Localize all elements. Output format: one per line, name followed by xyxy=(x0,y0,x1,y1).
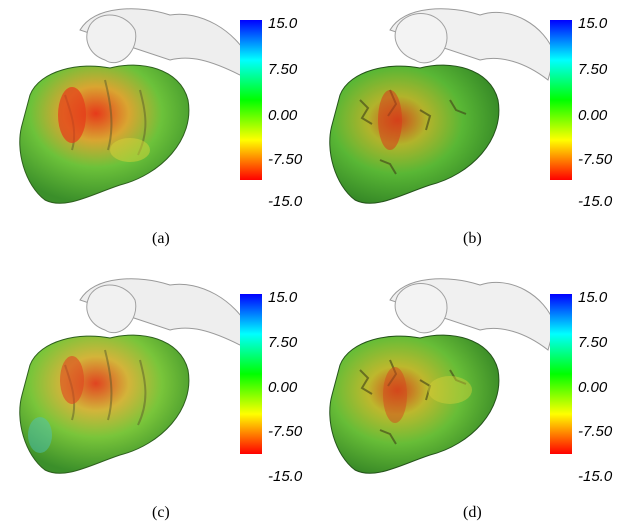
scale-tick: 15.0 xyxy=(268,289,298,306)
scale-tick: 0.00 xyxy=(578,107,608,124)
scale-tick: 15.0 xyxy=(578,289,608,306)
liver-render xyxy=(329,278,550,474)
panel-a: 15.0 7.50 0.00 -7.50 -15.0 (a) xyxy=(10,0,310,247)
scale-tick: 7.50 xyxy=(268,61,298,78)
scale-tick: -15.0 xyxy=(268,468,303,485)
panel-caption: (d) xyxy=(463,504,482,521)
color-scale-bar xyxy=(550,20,572,180)
scale-tick: -7.50 xyxy=(578,151,613,168)
scale-tick: 15.0 xyxy=(578,15,608,32)
panel-d: 15.0 7.50 0.00 -7.50 -15.0 (d) xyxy=(320,270,620,521)
scale-tick: -15.0 xyxy=(578,468,613,485)
panel-b: 15.0 7.50 0.00 -7.50 -15.0 (b) xyxy=(320,0,620,247)
scale-tick: 0.00 xyxy=(268,379,298,396)
color-scale-bar xyxy=(240,294,262,454)
scale-tick: 7.50 xyxy=(268,334,298,351)
liver-render xyxy=(329,8,550,204)
panel-caption: (c) xyxy=(152,504,170,521)
scale-tick: -15.0 xyxy=(268,193,303,210)
scale-tick: 7.50 xyxy=(578,334,608,351)
panel-caption: (a) xyxy=(152,230,170,247)
color-scale-bar xyxy=(240,20,262,180)
scale-tick: -7.50 xyxy=(268,423,303,440)
scale-tick: 15.0 xyxy=(268,15,298,32)
scale-tick: -15.0 xyxy=(578,193,613,210)
color-scale-bar xyxy=(550,294,572,454)
scale-tick: 0.00 xyxy=(578,379,608,396)
liver-render xyxy=(19,278,240,474)
panel-caption: (b) xyxy=(463,230,482,247)
panel-c: 15.0 7.50 0.00 -7.50 -15.0 (c) xyxy=(10,270,310,521)
scale-tick: -7.50 xyxy=(578,423,613,440)
scale-tick: -7.50 xyxy=(268,151,303,168)
scale-tick: 7.50 xyxy=(578,61,608,78)
liver-render xyxy=(19,8,240,204)
scale-tick: 0.00 xyxy=(268,107,298,124)
